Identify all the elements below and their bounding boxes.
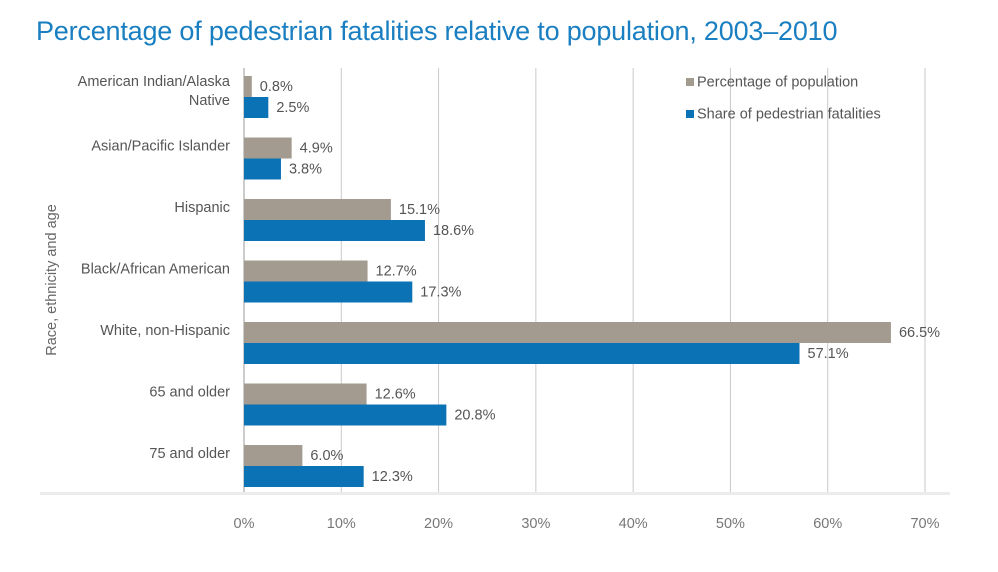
- legend: Percentage of population Share of pedestr…: [686, 75, 881, 123]
- data-label: 18.6%: [433, 223, 474, 239]
- bar-fatalities: [244, 404, 447, 426]
- bar-fatalities: [244, 97, 269, 118]
- category-label: 75 and older: [149, 446, 230, 462]
- data-label: 17.3%: [420, 285, 461, 301]
- bar-fatalities: [244, 281, 413, 303]
- data-label: 6.0%: [310, 448, 343, 464]
- category-label-line: Native: [189, 93, 230, 109]
- category-label: 65 and older: [149, 385, 230, 401]
- legend-swatch: [686, 110, 694, 118]
- category-label-line: Black/African American: [81, 262, 230, 278]
- x-tick-label: 30%: [521, 516, 550, 532]
- chart-title: Percentage of pedestrian fatalities rela…: [36, 16, 838, 46]
- bar-fatalities: [244, 343, 800, 364]
- category-label: Hispanic: [174, 200, 230, 216]
- category-label: Asian/Pacific Islander: [91, 139, 230, 155]
- bar-population: [244, 199, 391, 220]
- data-label: 2.5%: [276, 100, 309, 116]
- data-label: 57.1%: [808, 346, 849, 362]
- data-label: 4.9%: [300, 141, 333, 157]
- legend-swatch: [686, 78, 694, 86]
- category-label-line: Asian/Pacific Islander: [91, 139, 230, 155]
- bars: [244, 76, 891, 487]
- category-label: American Indian/Alaska Native: [78, 74, 231, 109]
- bar-fatalities: [244, 466, 364, 487]
- bar-population: [244, 260, 368, 282]
- data-label: 20.8%: [454, 408, 495, 424]
- bar-population: [244, 445, 303, 466]
- category-label: White, non-Hispanic: [100, 323, 230, 339]
- x-tick-label: 0%: [234, 516, 255, 532]
- x-tick-label: 50%: [716, 516, 745, 532]
- x-tick-label: 70%: [910, 516, 939, 532]
- x-tick-label: 40%: [619, 516, 648, 532]
- gridlines: [40, 68, 950, 495]
- category-label: Black/African American: [81, 262, 230, 278]
- data-label: 66.5%: [899, 325, 940, 341]
- bar-population: [244, 322, 891, 343]
- data-label: 12.7%: [376, 264, 417, 280]
- category-label-line: 65 and older: [149, 385, 230, 401]
- data-label: 12.6%: [375, 387, 416, 403]
- legend-label: Share of pedestrian fatalities: [697, 107, 881, 123]
- labels: 0% 10% 20% 30% 40% 50% 60% 70% 0.8% 2.5% American …: [44, 74, 940, 532]
- data-label: 0.8%: [260, 79, 293, 95]
- bar-population: [244, 383, 367, 405]
- category-label-line: American Indian/Alaska: [78, 74, 231, 90]
- bar-fatalities: [244, 158, 281, 180]
- category-label-line: White, non-Hispanic: [100, 323, 230, 339]
- data-label: 3.8%: [289, 162, 322, 178]
- category-label-line: Hispanic: [174, 200, 230, 216]
- x-tick-label: 10%: [327, 516, 356, 532]
- legend-label: Percentage of population: [697, 75, 858, 91]
- data-label: 15.1%: [399, 202, 440, 218]
- category-label-line: 75 and older: [149, 446, 230, 462]
- bar-population: [244, 76, 252, 97]
- x-tick-label: 60%: [813, 516, 842, 532]
- y-axis-title: Race, ethnicity and age: [44, 204, 60, 356]
- bar-fatalities: [244, 220, 425, 241]
- x-tick-label: 20%: [424, 516, 453, 532]
- data-label: 12.3%: [372, 469, 413, 485]
- bar-population: [244, 137, 292, 159]
